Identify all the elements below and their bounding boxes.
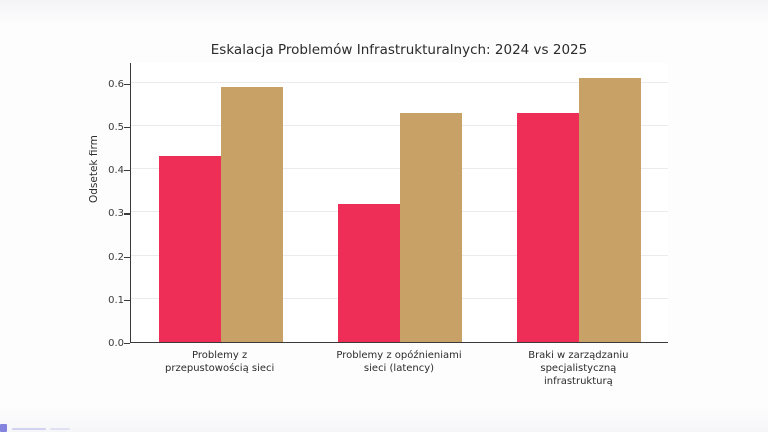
watermark-text-remnant — [50, 428, 70, 430]
y-tick-label: 0.2 — [108, 251, 124, 263]
y-tick-mark — [124, 256, 130, 258]
y-tick-label: 0.4 — [108, 165, 124, 177]
y-tick-mark — [124, 126, 130, 129]
chart-title: Eskalacja Problemów Infrastrukturalnych:… — [210, 42, 588, 58]
gridline — [131, 124, 668, 126]
bar-2024-group3 — [517, 113, 580, 342]
y-tick-mark — [124, 343, 130, 345]
bar-2025-group3 — [579, 78, 642, 342]
watermark-text-remnant — [12, 428, 46, 430]
x-category-label: Problemy z opóźnieniami sieci (latency) — [336, 350, 462, 374]
x-category-label: Problemy z przepustowością sieci — [165, 350, 275, 374]
y-tick-mark — [124, 83, 130, 85]
x-category-label: Braki w zarządzaniu specjalistyczną infr… — [528, 350, 629, 387]
y-tick-mark — [124, 170, 130, 172]
bar-2024-group1 — [158, 156, 221, 342]
y-tick-label: 0.5 — [108, 121, 124, 133]
y-tick-label: 0.1 — [108, 294, 124, 306]
bar-2025-group1 — [220, 87, 283, 342]
bar-2024-group2 — [338, 203, 400, 342]
plot-area — [130, 63, 668, 343]
y-tick-mark — [124, 213, 130, 215]
gridline — [131, 81, 668, 83]
y-tick-label: 0.6 — [108, 78, 124, 90]
gridline — [131, 168, 668, 170]
watermark-logo-icon — [0, 424, 7, 432]
bar-2025-group2 — [400, 113, 462, 342]
y-tick-mark — [124, 299, 130, 301]
y-tick-label: 0.3 — [108, 208, 124, 220]
y-tick-label: 0.0 — [108, 338, 124, 349]
